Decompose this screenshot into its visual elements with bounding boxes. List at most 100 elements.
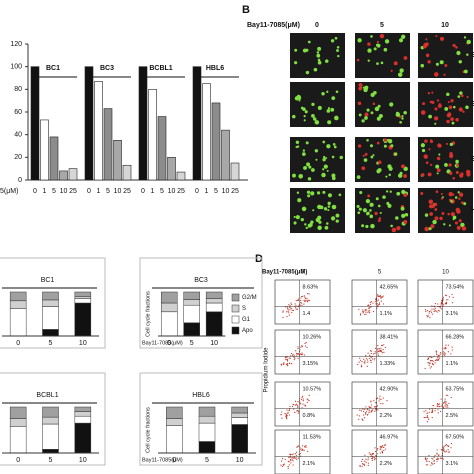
cell (403, 166, 408, 172)
event (375, 458, 377, 460)
cell (302, 107, 306, 111)
event (428, 312, 430, 314)
bar-segment (205, 291, 223, 299)
event (289, 453, 291, 456)
event (440, 457, 442, 459)
event (370, 453, 372, 455)
event (361, 463, 363, 465)
event (294, 453, 297, 455)
bar-segment (74, 422, 92, 454)
event (431, 457, 433, 459)
cell (369, 214, 374, 219)
cell (376, 40, 380, 44)
event (295, 454, 297, 457)
event (425, 310, 427, 313)
quadrant-value: 67.50% (446, 434, 465, 440)
event (431, 313, 434, 315)
cell (395, 112, 401, 117)
cell (465, 169, 471, 175)
event (433, 310, 435, 313)
event (291, 303, 293, 305)
event (434, 410, 436, 412)
event (436, 311, 438, 313)
cell (393, 61, 398, 66)
quadrant-value: 10.57% (303, 386, 322, 392)
event (306, 401, 308, 404)
bar-segment (74, 411, 92, 417)
event (444, 401, 446, 403)
event (291, 311, 293, 314)
cell (395, 216, 399, 220)
event (304, 300, 306, 302)
cell (449, 142, 453, 147)
event (288, 312, 290, 314)
event (289, 357, 291, 359)
cell (372, 154, 375, 157)
event (377, 448, 379, 450)
event (443, 447, 445, 450)
event (432, 360, 434, 362)
event (282, 311, 284, 313)
cell (322, 168, 325, 171)
cell (324, 225, 329, 230)
cell (367, 59, 370, 62)
cell (454, 196, 458, 199)
cell (460, 222, 465, 228)
cell (300, 217, 304, 222)
cell (427, 91, 431, 95)
cell (397, 72, 403, 77)
bar-segment (205, 302, 223, 313)
cell (307, 223, 312, 228)
bar-segment (198, 441, 216, 454)
event (364, 309, 366, 312)
cell (376, 169, 381, 174)
event (282, 310, 284, 312)
event (437, 458, 439, 460)
event (287, 467, 289, 469)
legend-label: G1 (242, 317, 251, 323)
event (370, 356, 372, 359)
column-label: 10 (442, 270, 449, 276)
event (440, 353, 442, 355)
event (289, 309, 291, 311)
bar (49, 136, 59, 181)
event (443, 352, 445, 354)
event (385, 448, 387, 450)
cell (331, 155, 335, 159)
cell (443, 73, 446, 76)
micrograph (418, 82, 473, 127)
cell (366, 211, 370, 215)
event (369, 357, 371, 360)
event (295, 451, 298, 453)
cell (338, 193, 342, 197)
cell (463, 69, 468, 74)
cell (321, 172, 326, 178)
event (432, 458, 434, 460)
event (444, 348, 446, 350)
event (430, 366, 433, 368)
cell (456, 50, 461, 56)
event (448, 445, 450, 447)
cell (423, 42, 428, 48)
event (284, 356, 287, 359)
cell (433, 72, 439, 77)
bar-segment (166, 406, 183, 419)
event (294, 303, 296, 305)
event (369, 306, 371, 309)
quadrant-value: 38.41% (380, 334, 399, 340)
event (439, 357, 441, 359)
cell (455, 171, 459, 175)
cell (369, 144, 374, 148)
x-tick-label: 5 (214, 188, 218, 195)
cell (396, 226, 401, 231)
cell (441, 211, 445, 215)
event (367, 462, 369, 464)
cell (318, 220, 322, 224)
event (431, 410, 433, 412)
cell (367, 48, 372, 53)
quadrant-value: 42.65% (380, 284, 399, 290)
event (431, 416, 433, 419)
cell (420, 143, 426, 148)
cell (458, 60, 462, 64)
event (288, 464, 290, 466)
